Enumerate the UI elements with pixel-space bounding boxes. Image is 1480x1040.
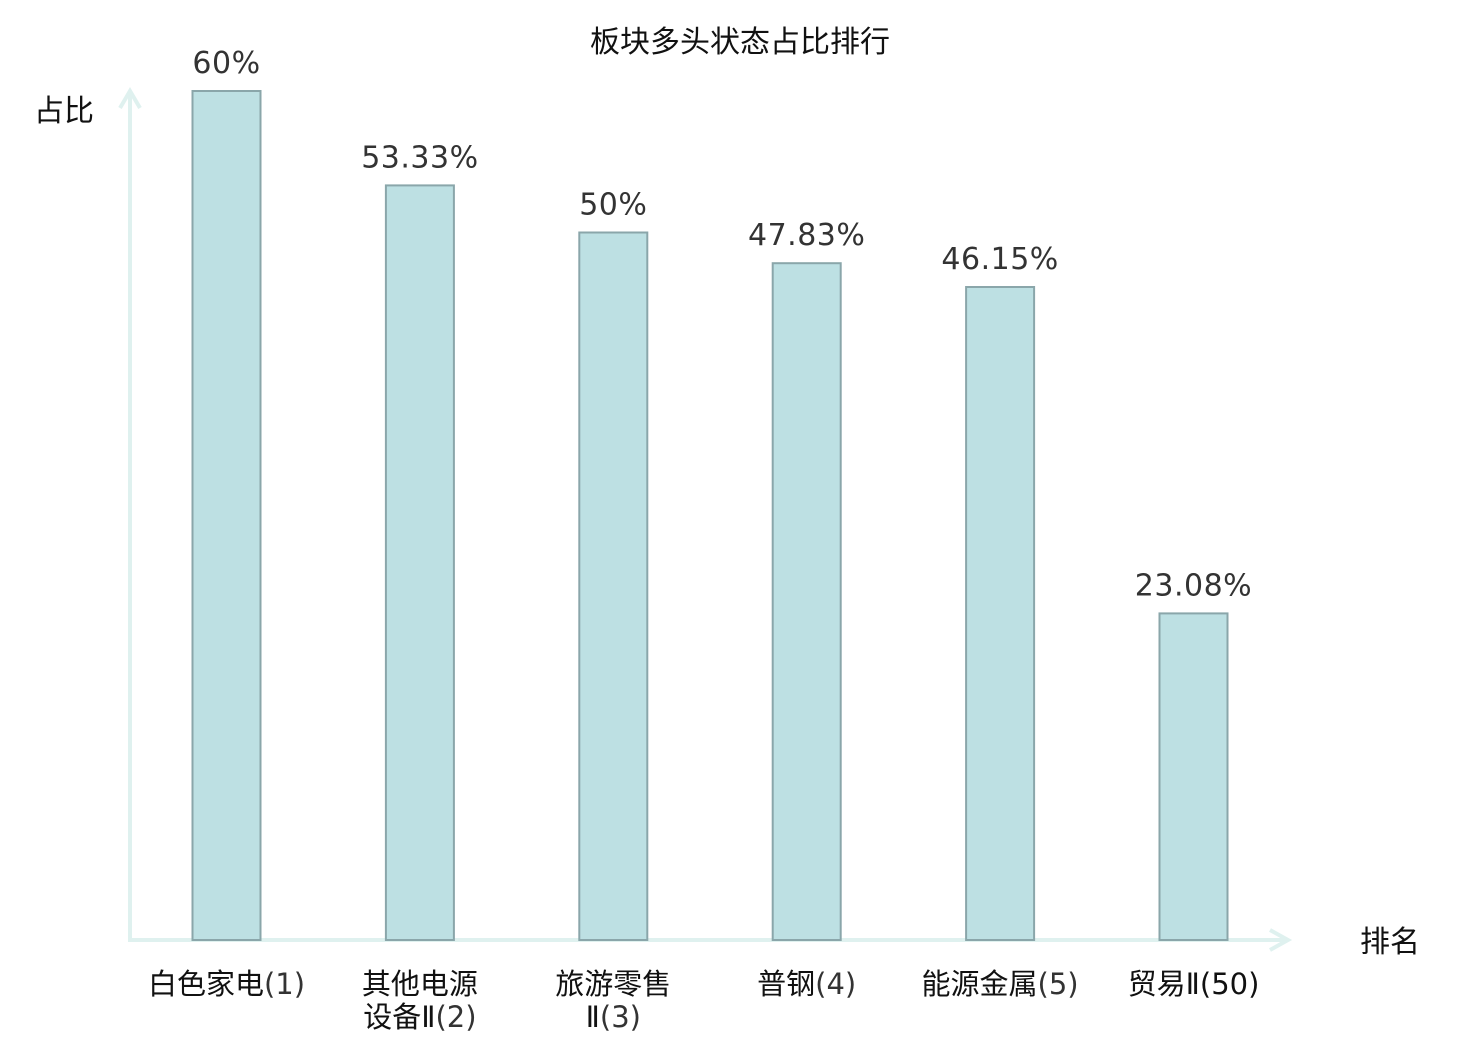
x-tick-label-2: 其他电源设备Ⅱ(2) xyxy=(362,967,478,1034)
x-tick-labels-group: 白色家电(1) 其他电源设备Ⅱ(2) 旅游零售 Ⅱ(3) 普钢(4) 能源金属(5) 贸易Ⅱ… xyxy=(148,967,1259,1034)
x-axis-label: 排名 xyxy=(1360,925,1420,960)
x-tick-label-6: 贸易Ⅱ(50) xyxy=(1128,967,1260,1001)
data-label-6: 23.08% xyxy=(1135,568,1252,603)
bar-3 xyxy=(578,231,649,941)
data-label-1: 60% xyxy=(192,46,260,81)
y-axis-arrow xyxy=(118,87,142,110)
y-axis-label: 占比 xyxy=(34,94,94,129)
data-label-4: 47.83% xyxy=(748,218,865,253)
axes xyxy=(118,87,1293,952)
x-tick-label-5: 能源金属(5) xyxy=(922,967,1079,1001)
data-label-3: 50% xyxy=(579,188,647,223)
bar-5 xyxy=(965,286,1036,941)
bar-4 xyxy=(771,262,842,941)
x-axis-arrow xyxy=(1269,928,1293,952)
x-tick-label-3: 旅游零售 Ⅱ(3) xyxy=(555,967,671,1034)
bar-2 xyxy=(384,184,455,941)
bars-group xyxy=(191,90,1229,942)
x-tick-label-4: 普钢(4) xyxy=(757,967,856,1001)
x-tick-label-1: 白色家电(1) xyxy=(148,967,305,1001)
bar-1 xyxy=(191,90,262,941)
data-labels-group: 60% 53.33% 50% 47.83% 46.15% 23.08% xyxy=(192,46,1252,603)
data-label-2: 53.33% xyxy=(361,140,478,175)
bar-6 xyxy=(1158,612,1229,942)
data-label-5: 46.15% xyxy=(941,242,1058,277)
chart-title: 板块多头状态占比排行 xyxy=(590,25,890,60)
